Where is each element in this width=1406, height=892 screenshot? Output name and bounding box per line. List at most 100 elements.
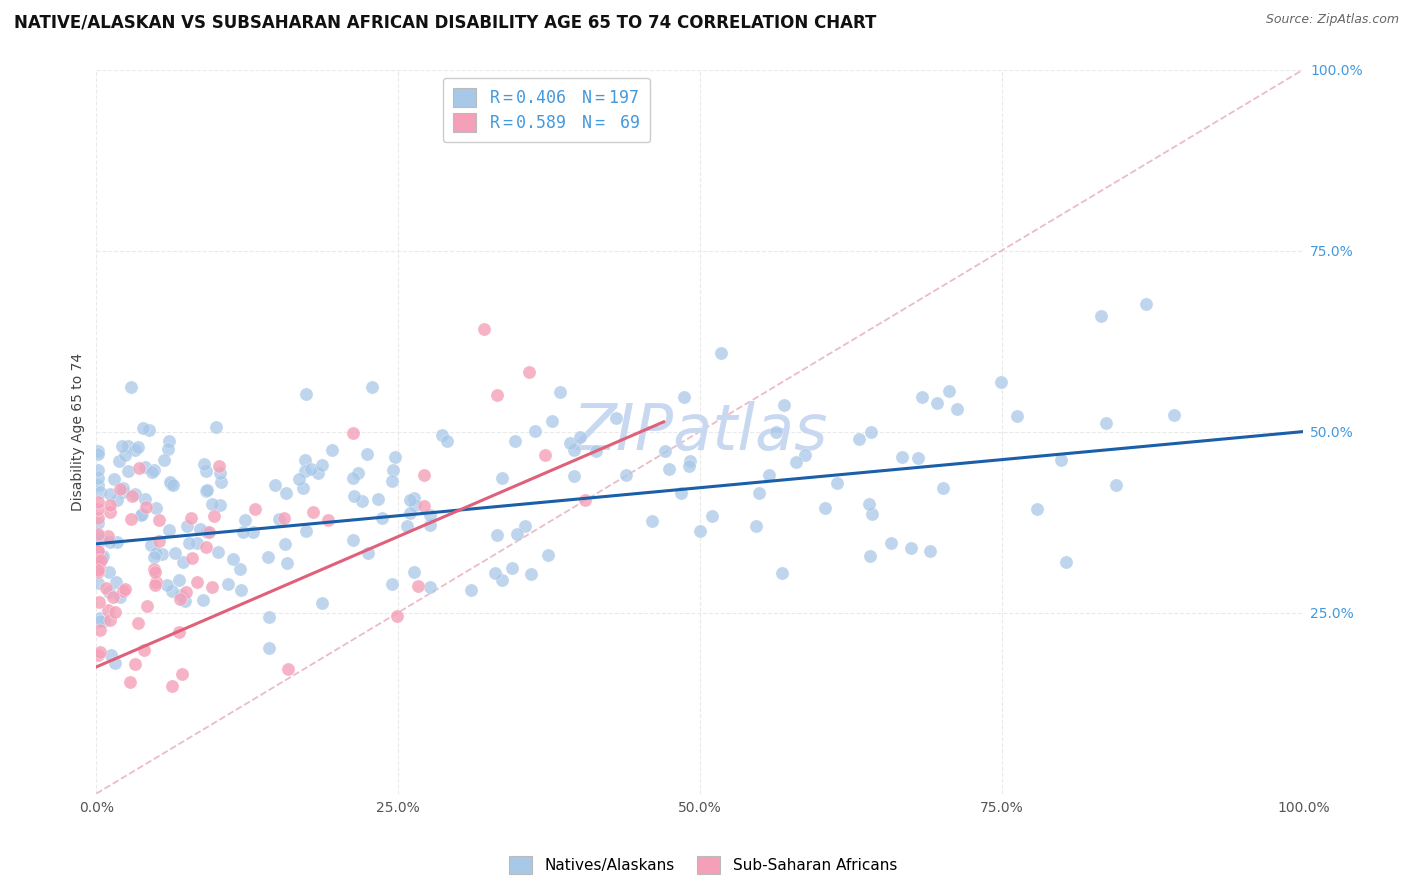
Point — [159, 475, 181, 489]
Point — [139, 537, 162, 551]
Point — [205, 419, 228, 434]
Point — [117, 464, 139, 478]
Point — [86, 543, 108, 558]
Point — [89, 623, 111, 637]
Point — [132, 421, 155, 435]
Point — [654, 443, 676, 458]
Point — [890, 450, 912, 464]
Point — [273, 511, 295, 525]
Point — [294, 453, 316, 467]
Point — [277, 662, 299, 676]
Point — [367, 492, 389, 507]
Point — [911, 390, 934, 404]
Point — [679, 454, 702, 468]
Point — [86, 444, 108, 458]
Point — [117, 439, 139, 453]
Point — [430, 427, 453, 442]
Point — [209, 498, 232, 512]
Point — [419, 518, 441, 533]
Point — [257, 610, 280, 624]
Point — [111, 481, 134, 495]
Point — [177, 536, 200, 550]
Point — [259, 640, 281, 655]
Point — [316, 514, 339, 528]
Point — [112, 583, 135, 598]
Point — [141, 465, 163, 479]
Point — [491, 573, 513, 587]
Point — [98, 565, 121, 579]
Point — [208, 459, 231, 474]
Point — [765, 425, 787, 440]
Point — [104, 606, 127, 620]
Point — [460, 582, 482, 597]
Point — [108, 590, 131, 604]
Point — [87, 648, 110, 663]
Point — [381, 576, 404, 591]
Point — [404, 498, 426, 512]
Point — [257, 550, 280, 565]
Point — [160, 583, 183, 598]
Point — [124, 657, 146, 671]
Point — [201, 497, 224, 511]
Point — [793, 448, 815, 462]
Point — [86, 576, 108, 591]
Point — [242, 525, 264, 540]
Point — [98, 613, 121, 627]
Point — [506, 527, 529, 541]
Point — [605, 410, 627, 425]
Text: ZIPatlas: ZIPatlas — [572, 401, 828, 463]
Point — [89, 558, 111, 573]
Point — [243, 501, 266, 516]
Point — [142, 549, 165, 564]
Point — [89, 610, 111, 624]
Point — [770, 566, 793, 581]
Point — [157, 434, 180, 449]
Point — [153, 453, 176, 467]
Point — [758, 468, 780, 483]
Point — [350, 493, 373, 508]
Point — [550, 385, 572, 400]
Point — [1105, 478, 1128, 492]
Point — [785, 455, 807, 469]
Point — [132, 643, 155, 657]
Point — [156, 578, 179, 592]
Point — [112, 485, 135, 500]
Point — [276, 556, 298, 570]
Point — [263, 478, 285, 492]
Point — [108, 454, 131, 468]
Point — [167, 625, 190, 640]
Point — [98, 535, 121, 549]
Point — [170, 588, 193, 602]
Point — [524, 424, 547, 438]
Point — [342, 426, 364, 441]
Point — [86, 463, 108, 477]
Point — [745, 519, 768, 533]
Point — [294, 464, 316, 478]
Point — [105, 492, 128, 507]
Point — [100, 648, 122, 662]
Point — [398, 492, 420, 507]
Point — [990, 375, 1012, 389]
Point — [98, 505, 121, 519]
Point — [562, 442, 585, 457]
Point — [169, 573, 191, 587]
Point — [564, 469, 586, 483]
Point — [221, 552, 243, 566]
Point — [321, 443, 343, 458]
Point — [517, 365, 540, 379]
Point — [202, 509, 225, 524]
Point — [395, 518, 418, 533]
Point — [100, 487, 122, 501]
Point — [772, 399, 794, 413]
Point — [484, 566, 506, 580]
Point — [89, 485, 111, 500]
Point — [186, 574, 208, 589]
Point — [145, 546, 167, 560]
Point — [194, 464, 217, 478]
Point — [124, 486, 146, 500]
Point — [1090, 309, 1112, 323]
Point — [503, 434, 526, 449]
Point — [343, 489, 366, 503]
Point — [97, 603, 120, 617]
Point — [945, 402, 967, 417]
